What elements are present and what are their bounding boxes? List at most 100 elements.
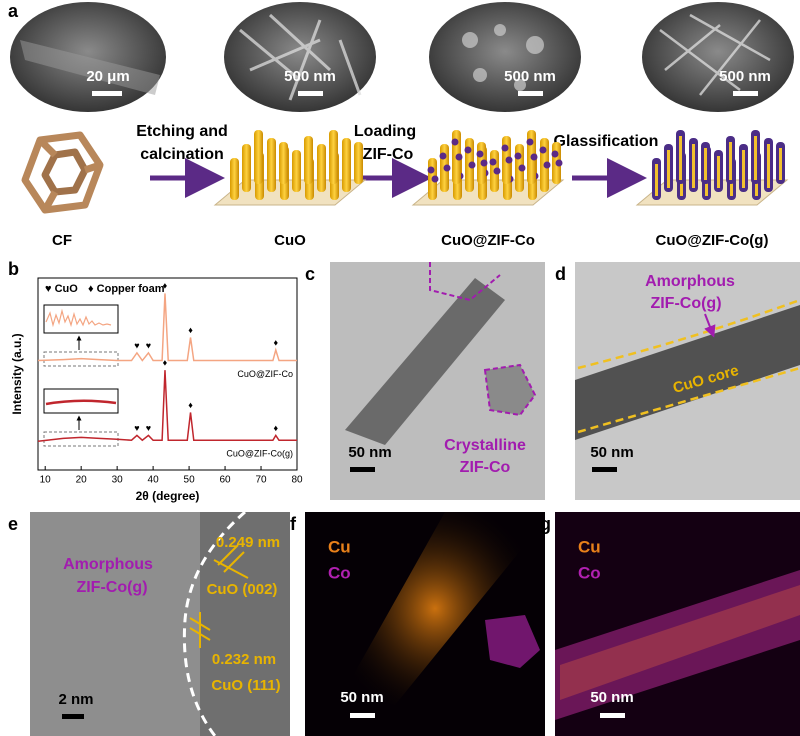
sem-image [642, 2, 794, 112]
nanowire [230, 158, 239, 200]
zif-particle [514, 152, 522, 160]
material-label: CuO@ZIF-Co [441, 232, 535, 249]
series-line [37, 370, 297, 442]
core [717, 156, 720, 188]
zif-particle [501, 144, 509, 152]
core [729, 142, 732, 180]
peak-marker: ♥ [146, 423, 151, 433]
zif-particle [427, 166, 435, 174]
zif-particle [530, 153, 538, 161]
scale-bar [600, 713, 625, 718]
nanowire [279, 142, 288, 184]
scale-bar-label: 500 nm [719, 68, 771, 85]
nanowire [267, 138, 276, 192]
nanowire [345, 278, 505, 445]
nanowire [317, 144, 326, 192]
annotation: Crystalline [444, 437, 526, 454]
sem-image [429, 2, 581, 112]
texture [20, 40, 160, 95]
core [779, 148, 782, 180]
x-tick-label: 40 [148, 475, 160, 486]
zif-particle [555, 159, 563, 167]
zif-particle [439, 152, 447, 160]
inset-trace [45, 399, 117, 406]
core-boundary [577, 366, 800, 434]
annotation: ZIF-Co [460, 459, 511, 476]
x-tick-label: 10 [40, 475, 52, 486]
zif-particle [480, 159, 488, 167]
zif-particle [483, 363, 537, 417]
annotation: ZIF-Co(g) [650, 295, 721, 312]
crystalline-region [200, 512, 290, 736]
core [742, 150, 745, 188]
series-label: CuO@ZIF-Co [237, 369, 293, 379]
core [754, 136, 757, 180]
legend-item: ♦ Copper foam [88, 283, 165, 295]
core [692, 144, 695, 188]
nanowire [254, 130, 263, 184]
fringe-spacing: 0.232 nm [212, 651, 276, 668]
element-label: Cu [328, 537, 351, 556]
co-signal [485, 615, 540, 668]
inset-trace [45, 308, 112, 328]
zif-particle [489, 158, 497, 166]
cu-signal [560, 585, 800, 700]
core [767, 144, 770, 188]
material-label: CuO [274, 232, 306, 249]
peak-marker: ♦ [163, 281, 168, 291]
scale-bar-label: 2 nm [58, 691, 93, 708]
scale-bar-label: 20 μm [86, 68, 129, 85]
scale-bar [592, 467, 617, 472]
core-boundary [577, 298, 800, 370]
scale-bar [733, 91, 758, 96]
fringe-spacing: 0.249 nm [216, 534, 280, 551]
step-label: Etching and [136, 123, 228, 140]
scale-bar-label: 500 nm [504, 68, 556, 85]
scale-bar-label: 50 nm [590, 689, 633, 706]
panel-label: d [555, 264, 566, 284]
fringe-marks [189, 544, 249, 648]
core [704, 148, 707, 180]
peak-marker: ♥ [134, 340, 139, 350]
x-axis-label: 2θ (degree) [136, 489, 200, 503]
fringe-plane: CuO (111) [211, 677, 280, 694]
scale-bar-label: 500 nm [284, 68, 336, 85]
x-tick-label: 80 [291, 475, 303, 486]
zif-particle [551, 150, 559, 158]
peak-marker: ♥ [134, 423, 139, 433]
zif-particle [526, 138, 534, 146]
cu-signal [345, 512, 525, 705]
zif-outline [429, 262, 501, 302]
scale-bar-label: 50 nm [348, 444, 391, 461]
zif-particle [543, 161, 551, 169]
material-label: CF [52, 232, 72, 249]
sem-image [224, 2, 376, 112]
zif-particle [468, 161, 476, 169]
panel-label: a [8, 1, 19, 21]
annotation: Amorphous [645, 273, 735, 290]
y-axis-label: Intensity (a.u.) [10, 333, 24, 414]
nanowire [304, 136, 313, 184]
scale-bar [518, 91, 543, 96]
nanowire [575, 305, 800, 440]
co-signal [555, 570, 800, 720]
xrd-chart: 10 20 30 40 50 60 70 80 2θ (degree) Intensity (a.… [10, 277, 303, 503]
core [667, 150, 670, 188]
annotation: ZIF-Co(g) [76, 579, 147, 596]
peak-marker: ♦ [188, 325, 193, 335]
zif-particle [455, 153, 463, 161]
peak-marker: ♦ [163, 358, 168, 368]
interface [182, 510, 246, 736]
scale-bar [92, 91, 122, 96]
step-label: calcination [140, 146, 224, 163]
step-label: Glassification [554, 133, 659, 150]
arrow [704, 313, 716, 338]
zif-particle [464, 146, 472, 154]
panel-label: f [290, 514, 297, 534]
plot-frame [37, 277, 298, 471]
panel-label: b [8, 259, 19, 279]
nanowire-arrays [213, 130, 789, 206]
series-line [37, 293, 297, 362]
material-label: CuO@ZIF-Co(g) [656, 232, 769, 249]
